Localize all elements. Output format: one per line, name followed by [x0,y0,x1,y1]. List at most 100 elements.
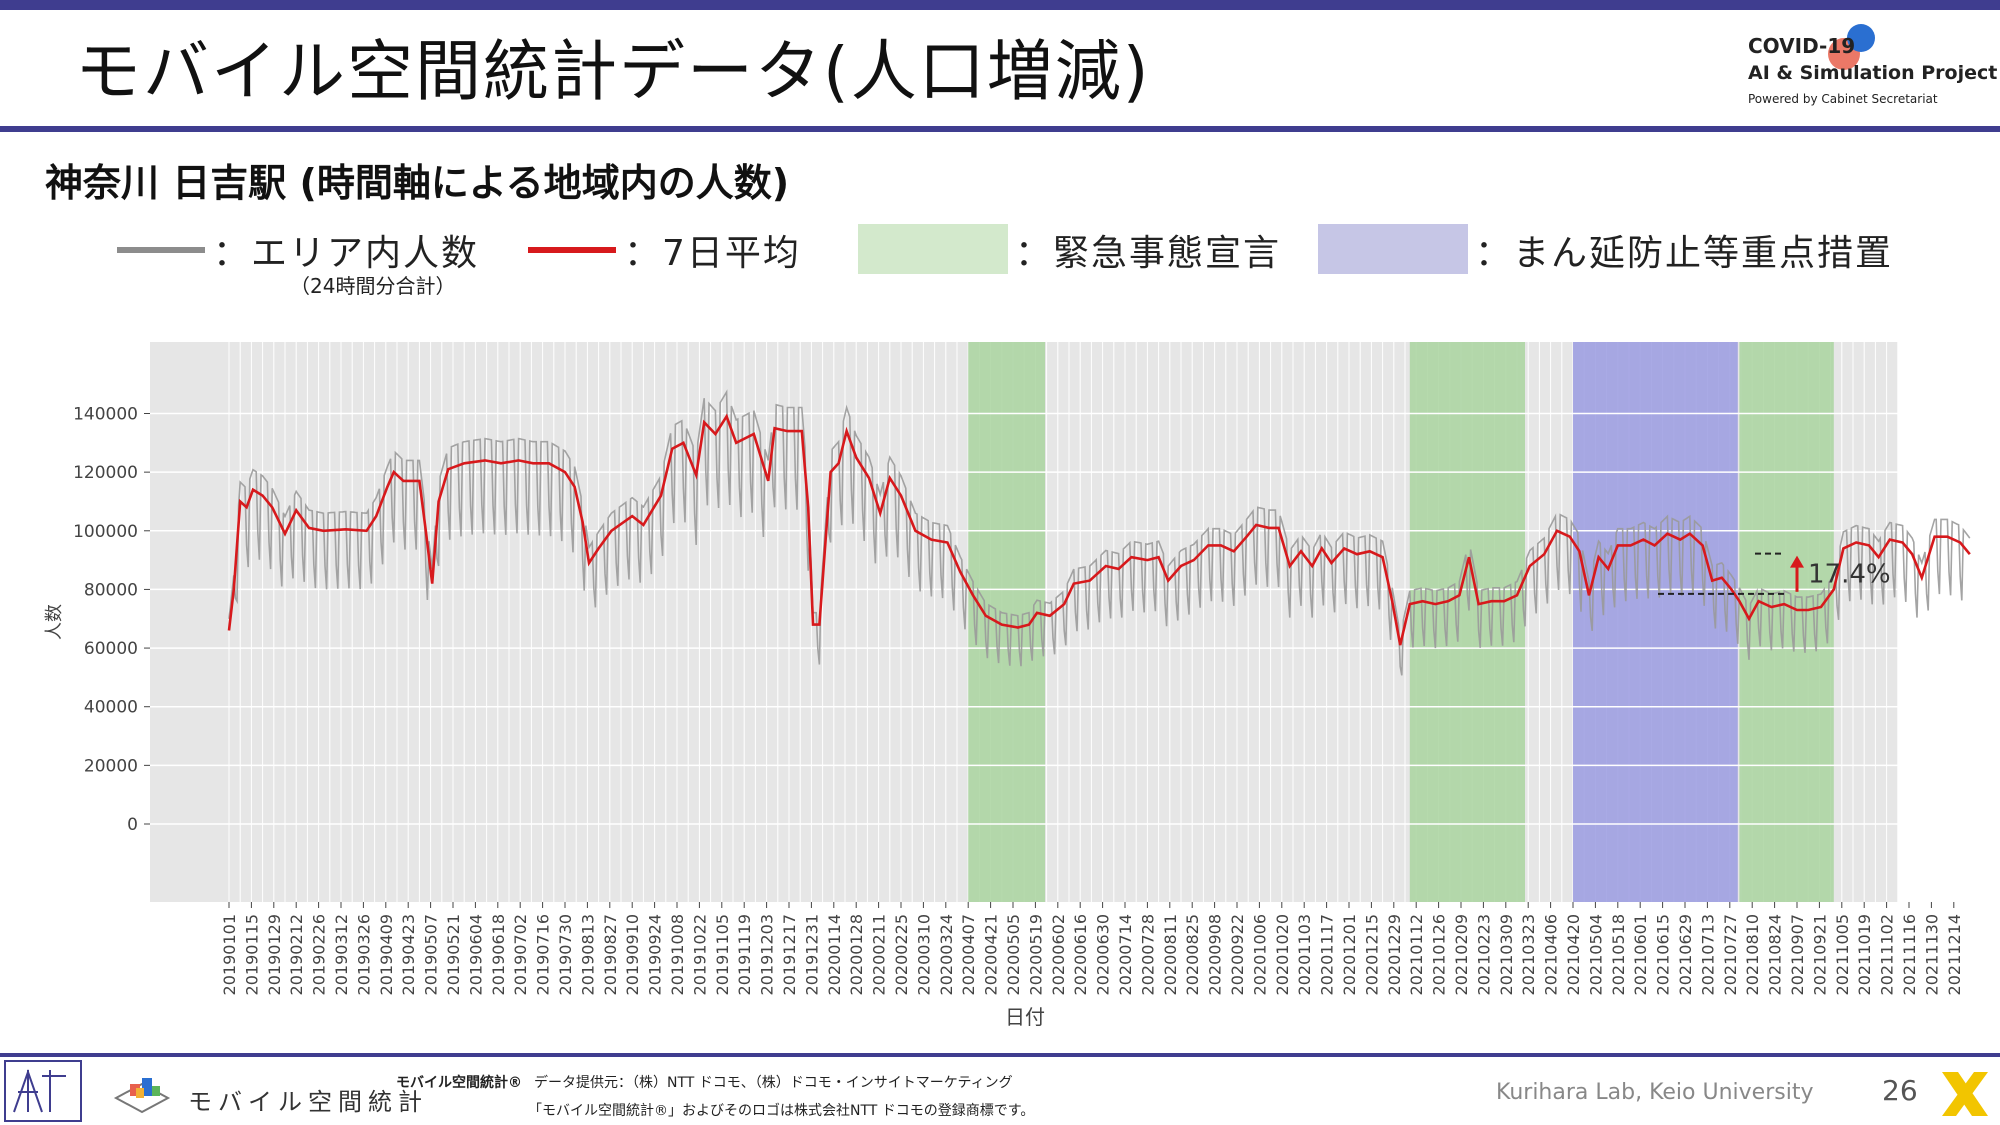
change-annotation: 17.4% [1658,552,1891,595]
x-tick-label: 20201020 [1273,914,1292,995]
legend-avg-label: ：7日平均 [624,233,801,274]
title-divider [0,126,2000,132]
x-tick-label: 20210713 [1698,914,1717,995]
x-tick-label: 20190129 [265,914,284,995]
logo-line3: Powered by Cabinet Secretariat [1748,92,1938,106]
x-tick-label: 20211130 [1922,914,1941,995]
emergency-period [1739,342,1834,902]
x-tick-label: 20201103 [1295,914,1314,995]
x-tick-label: 20191008 [668,914,687,995]
legend-daily-label: ：エリア内人数 [213,233,480,274]
x-tick-label: 20190702 [511,914,530,995]
legend-avg-swatch [528,247,616,253]
mobile-stats-logo-text: モバイル空間統計 [188,1088,428,1116]
x-tick-label: 20190813 [578,914,597,995]
y-tick-label: 40000 [84,698,138,718]
footer-divider [0,1053,2000,1057]
x-tick-label: 20190212 [287,914,306,995]
x-tick-label: 20190730 [556,914,575,995]
legend-priority-label: ：まん延防止等重点措置 [1475,233,1894,274]
x-tick-label: 20211019 [1855,914,1874,995]
x-tick-label: 20200225 [892,914,911,995]
x-tick-label: 20200407 [959,914,978,995]
y-tick-label: 100000 [73,522,138,542]
annotation-label: 17.4% [1808,560,1891,590]
logo-blue-dot [1847,24,1875,52]
x-tick-label: 20200908 [1206,914,1225,995]
x-tick-label: 20190507 [422,914,441,995]
x-tick-label: 20190409 [377,914,396,995]
x-tick-label: 20200128 [847,914,866,995]
x-tick-label: 20210921 [1810,914,1829,995]
avg-7day-line [227,413,1971,646]
x-tick-label: 20210323 [1519,914,1538,995]
x-tick-label: 20190827 [601,914,620,995]
x-logo-icon [1942,1072,1988,1116]
x-tick-label: 20211214 [1945,914,1964,995]
x-tick-label: 20190115 [242,914,261,995]
x-tick-label: 20200114 [825,914,844,995]
x-tick-label: 20210907 [1788,914,1807,995]
logo-line1: COVID-19 [1748,34,1856,58]
x-tick-label: 20191217 [780,914,799,995]
x-tick-label: 20210406 [1542,914,1561,995]
x-tick-label: 20200310 [914,914,933,995]
x-tick-label: 20201201 [1340,914,1359,995]
x-tick-label: 20190312 [332,914,351,995]
priority-period [1573,342,1738,902]
x-tick-label: 20200324 [937,914,956,995]
y-tick-label: 20000 [84,756,138,776]
x-tick-label: 20210223 [1474,914,1493,995]
legend-emergency-label: ：緊急事態宣言 [1015,233,1282,274]
daily-series [228,389,1971,676]
y-tick-label: 80000 [84,580,138,600]
x-tick-label: 20210601 [1631,914,1650,995]
page-number: 26 [1882,1074,1918,1107]
legend-daily-swatch [117,247,205,253]
x-tick-label: 20201215 [1362,914,1381,995]
x-tick-label: 20190521 [444,914,463,995]
x-tick-label: 20200811 [1161,914,1180,995]
y-axis-label: 人数 [44,604,65,640]
x-tick-label: 20200519 [1026,914,1045,995]
x-tick-label: 20191105 [713,914,732,995]
x-tick-label: 20200630 [1094,914,1113,995]
x-tick-label: 20210112 [1407,914,1426,995]
slide-title: モバイル空間統計データ(人口増減) [75,33,1151,110]
x-tick-label: 20211005 [1833,914,1852,995]
daily-count-line [228,389,1971,676]
x-tick-label: 20201229 [1385,914,1404,995]
legend-emergency-swatch [858,224,1008,274]
x-tick-label: 20210810 [1743,914,1762,995]
x-tick-label: 20200825 [1183,914,1202,995]
x-tick-label: 20211102 [1878,914,1897,995]
x-tick-label: 20211116 [1900,914,1919,995]
x-tick-label: 20200602 [1049,914,1068,995]
x-tick-label: 20210727 [1721,914,1740,995]
credit: Kurihara Lab, Keio University [1496,1080,1814,1105]
x-tick-label: 20210209 [1452,914,1471,995]
x-tick-label: 20210504 [1586,914,1605,995]
x-tick-label: 20190910 [623,914,642,995]
y-tick-label: 140000 [73,405,138,425]
avg-series [227,413,1971,646]
x-axis-ticks: 20190101 20190115 20190129 20190212 20190226… [220,902,1964,995]
x-tick-label: 20210615 [1654,914,1673,995]
x-tick-label: 20190618 [489,914,508,995]
population-chart: 020000400006000080000100000120000140000 … [44,342,1977,1029]
x-tick-label: 20191119 [735,914,754,995]
legend-priority-swatch [1318,224,1468,274]
mobile-stats-logo-icon [113,1078,171,1114]
logo-line2: AI & Simulation Project [1748,62,1998,84]
x-tick-label: 20190226 [310,914,329,995]
product-name: モバイル空間統計® [396,1075,522,1091]
top-accent-bar [0,0,2000,10]
x-tick-label: 20210420 [1564,914,1583,995]
x-tick-label: 20191231 [802,914,821,995]
x-tick-label: 20190326 [354,914,373,995]
chart-subtitle: 神奈川 日吉駅 (時間軸による地域内の人数) [45,161,790,205]
x-tick-label: 20210309 [1497,914,1516,995]
x-tick-label: 20200421 [982,914,1001,995]
trademark-note: 「モバイル空間統計®」およびそのロゴは株式会社NTT ドコモの登録商標です。 [528,1103,1035,1119]
y-tick-label: 0 [127,815,138,835]
